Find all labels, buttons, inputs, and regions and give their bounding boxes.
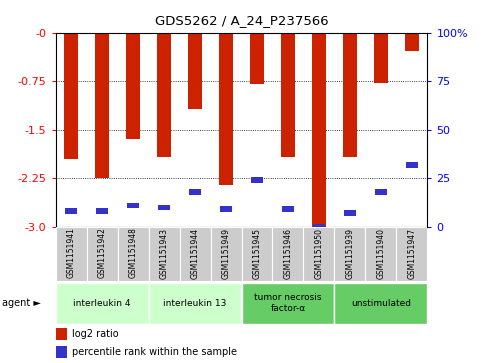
Bar: [406, 162, 418, 168]
Text: interleukin 4: interleukin 4: [73, 299, 131, 307]
Bar: [127, 203, 139, 208]
Bar: [117, 227, 149, 281]
Bar: [303, 227, 334, 281]
Bar: [188, 33, 202, 109]
Text: GSM1151946: GSM1151946: [284, 228, 293, 278]
Bar: [56, 346, 67, 358]
Bar: [149, 283, 242, 323]
Bar: [250, 33, 264, 85]
Text: percentile rank within the sample: percentile rank within the sample: [72, 347, 237, 357]
Text: GSM1151949: GSM1151949: [222, 228, 230, 278]
Bar: [211, 227, 242, 281]
Text: GSM1151950: GSM1151950: [314, 228, 324, 278]
Text: GSM1151941: GSM1151941: [67, 228, 75, 278]
Bar: [312, 33, 326, 227]
Bar: [375, 189, 387, 195]
Text: GSM1151940: GSM1151940: [376, 228, 385, 278]
Text: unstimulated: unstimulated: [351, 299, 411, 307]
Text: GSM1151943: GSM1151943: [159, 228, 169, 278]
Bar: [189, 189, 201, 195]
Bar: [281, 33, 295, 157]
Text: log2 ratio: log2 ratio: [72, 329, 119, 339]
Bar: [334, 227, 366, 281]
Bar: [405, 33, 419, 51]
Bar: [126, 33, 140, 139]
Text: GSM1151948: GSM1151948: [128, 228, 138, 278]
Bar: [86, 227, 117, 281]
Bar: [313, 224, 325, 230]
Text: GDS5262 / A_24_P237566: GDS5262 / A_24_P237566: [155, 15, 328, 28]
Text: GSM1151939: GSM1151939: [345, 228, 355, 278]
Bar: [282, 207, 294, 212]
Bar: [251, 178, 263, 183]
Text: tumor necrosis
factor-α: tumor necrosis factor-α: [254, 293, 322, 313]
Bar: [374, 33, 388, 83]
Bar: [366, 227, 397, 281]
Bar: [397, 227, 427, 281]
Bar: [242, 283, 334, 323]
Bar: [64, 33, 78, 159]
Bar: [157, 33, 171, 157]
Text: GSM1151945: GSM1151945: [253, 228, 261, 278]
Bar: [344, 211, 356, 216]
Bar: [180, 227, 211, 281]
Bar: [334, 283, 427, 323]
Text: interleukin 13: interleukin 13: [163, 299, 227, 307]
Bar: [272, 227, 303, 281]
Bar: [220, 207, 232, 212]
Bar: [96, 208, 108, 214]
Bar: [242, 227, 272, 281]
Bar: [149, 227, 180, 281]
Text: GSM1151944: GSM1151944: [190, 228, 199, 278]
Bar: [343, 33, 357, 157]
Bar: [56, 227, 86, 281]
Text: agent ►: agent ►: [2, 298, 41, 308]
Bar: [56, 328, 67, 340]
Bar: [158, 204, 170, 211]
Bar: [56, 283, 149, 323]
Text: GSM1151942: GSM1151942: [98, 228, 107, 278]
Bar: [219, 33, 233, 185]
Bar: [65, 208, 77, 214]
Bar: [95, 33, 109, 178]
Text: GSM1151947: GSM1151947: [408, 228, 416, 278]
